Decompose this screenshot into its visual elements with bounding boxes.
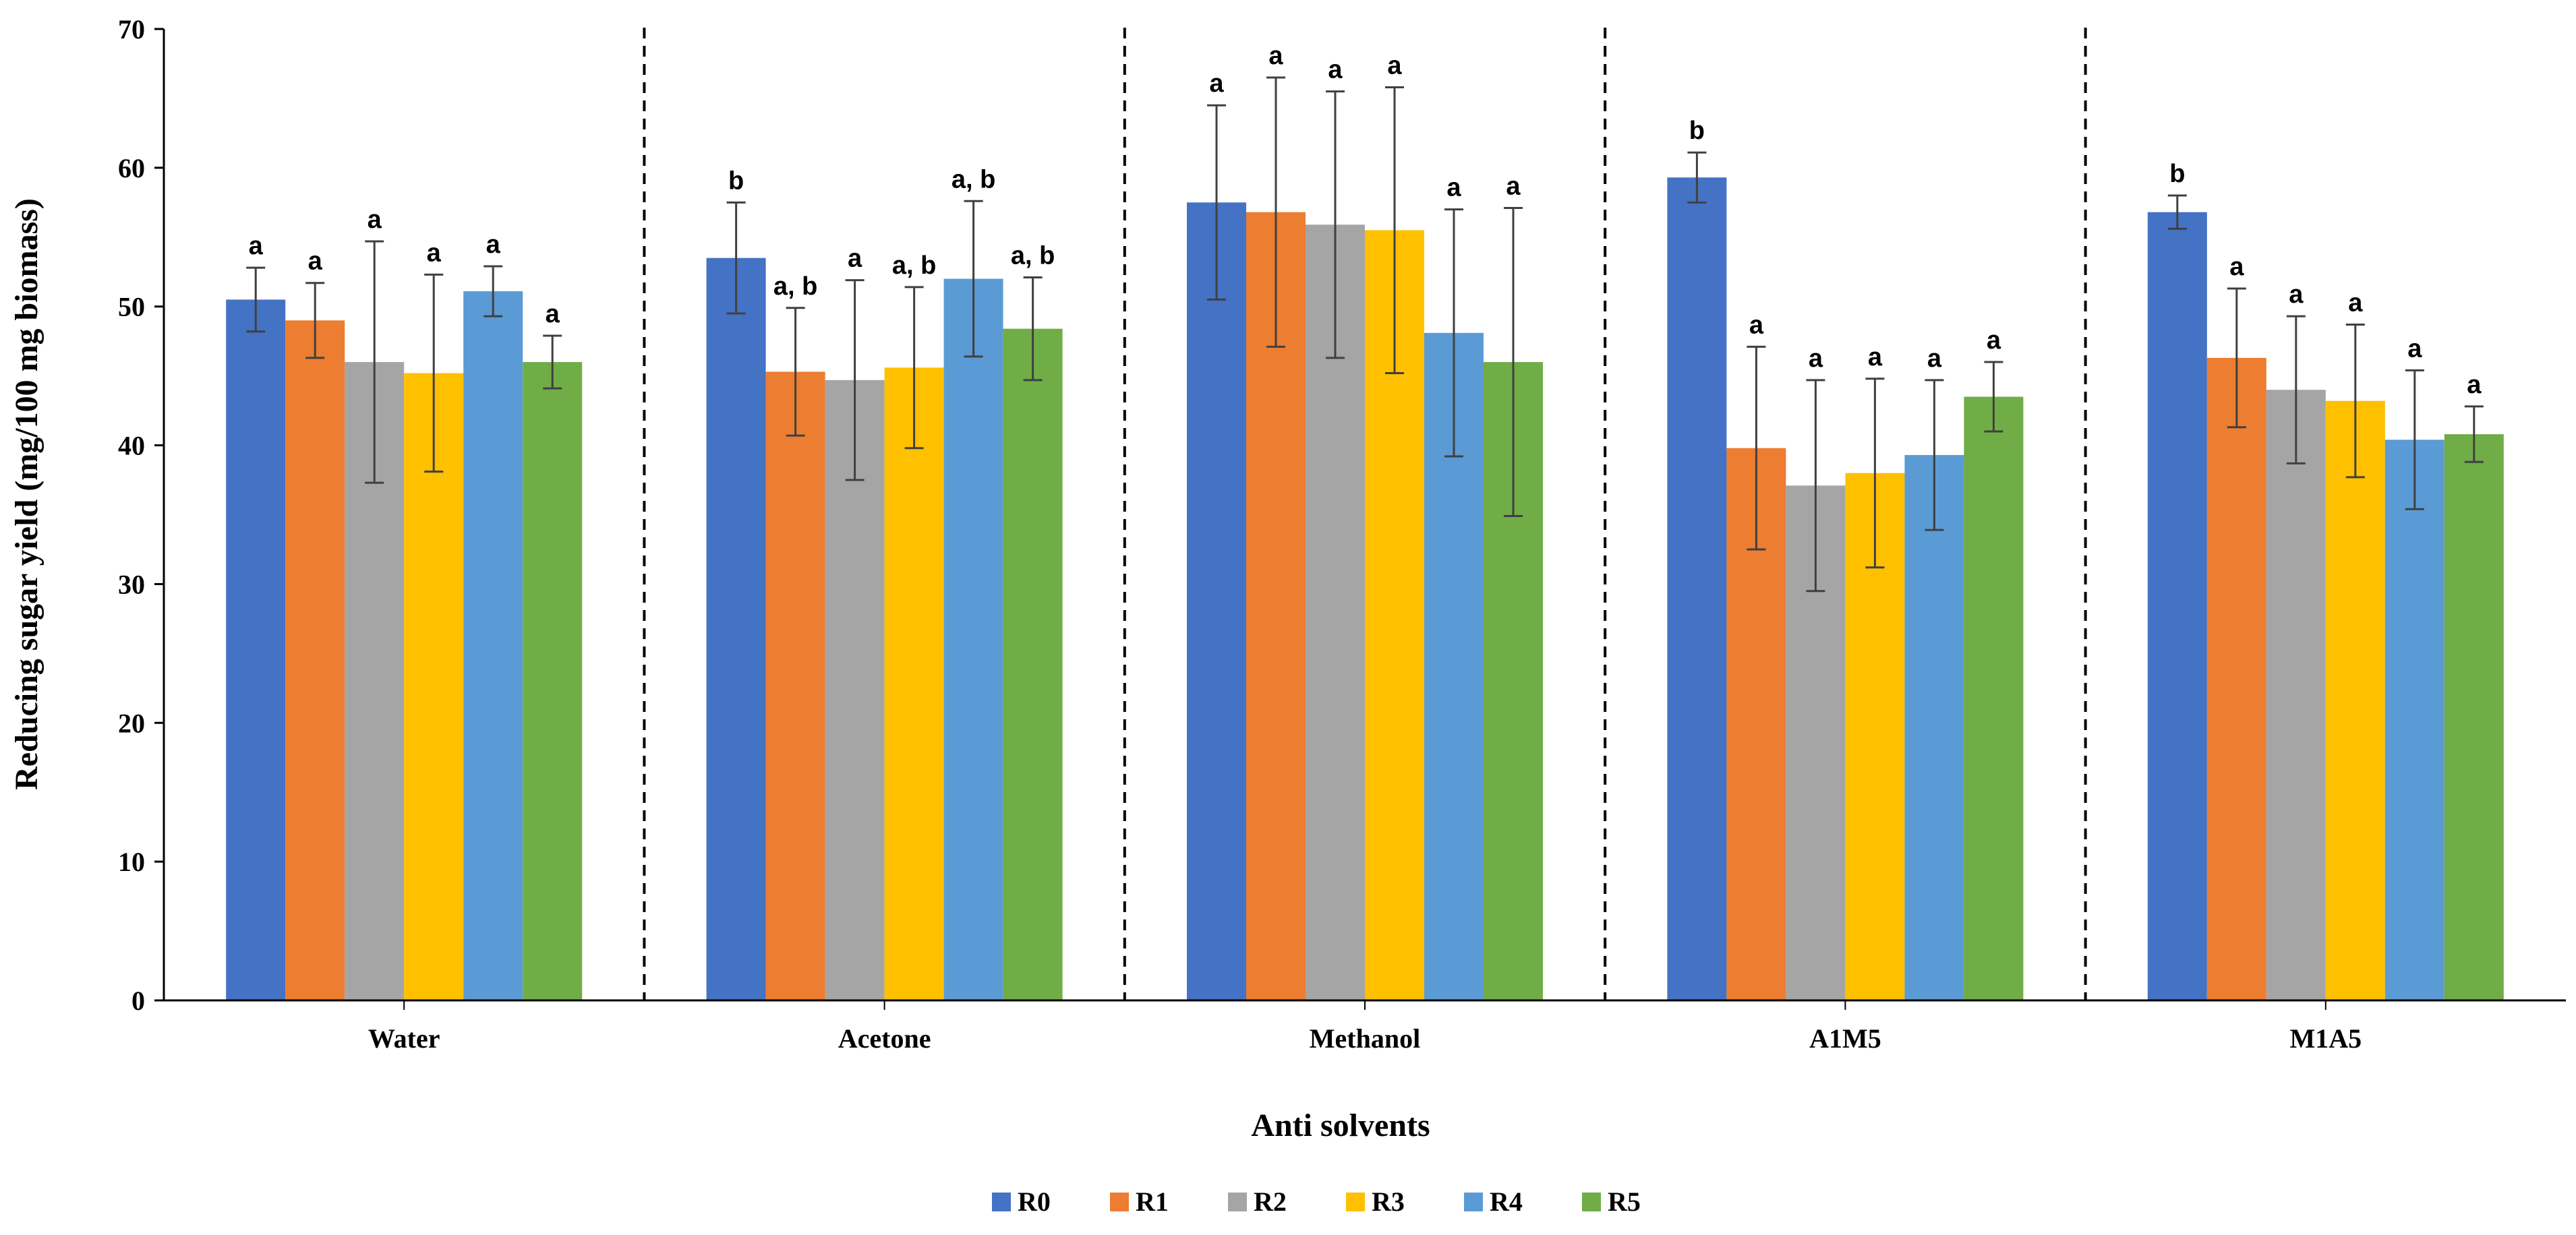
bar-r0-acetone <box>706 258 766 1000</box>
significance-label: a <box>368 206 382 234</box>
significance-label: a <box>2229 253 2244 281</box>
bar-r5-m1a5 <box>2444 434 2504 1000</box>
legend-swatch-r5 <box>1582 1193 1601 1211</box>
significance-label: a <box>2348 289 2363 317</box>
bar-r2-acetone <box>825 380 885 1000</box>
y-tick-label: 0 <box>131 986 145 1016</box>
x-tick-label: M1A5 <box>2289 1023 2362 1054</box>
bar-r4-acetone <box>943 278 1003 1000</box>
bar-r5-water <box>523 362 583 1000</box>
legend-label-r3: R3 <box>1372 1186 1405 1217</box>
significance-label: a <box>1209 69 1224 98</box>
significance-label: a <box>308 247 323 276</box>
significance-label: a <box>1927 344 1942 373</box>
significance-label: a, b <box>952 165 995 193</box>
significance-label: a <box>1387 51 1402 80</box>
y-tick-label: 50 <box>118 292 145 322</box>
bar-r1-water <box>285 320 345 1000</box>
y-tick-label: 20 <box>118 708 145 738</box>
bar-r3-water <box>404 373 464 1000</box>
significance-label: a <box>486 231 501 259</box>
significance-label: a <box>1749 311 1764 339</box>
bar-r4-a1m5 <box>1904 454 1964 1000</box>
significance-label: a <box>848 245 862 273</box>
bar-r0-water <box>226 299 286 1001</box>
significance-label: a <box>1268 42 1283 70</box>
bar-r5-a1m5 <box>1964 396 2024 1000</box>
x-tick-label: Water <box>368 1023 440 1054</box>
significance-label: a <box>1328 56 1343 84</box>
legend-label-r4: R4 <box>1490 1186 1523 1217</box>
y-tick-label: 70 <box>118 14 145 44</box>
significance-label: a <box>249 232 264 260</box>
group-separators <box>643 28 2087 1000</box>
significance-label: a <box>1506 173 1521 201</box>
y-tick-label: 60 <box>118 153 145 183</box>
significance-label: a, b <box>892 251 936 280</box>
legend-label-r1: R1 <box>1136 1186 1169 1217</box>
significance-label: a <box>2407 334 2422 363</box>
significance-label: a <box>546 300 560 328</box>
significance-label: a, b <box>773 272 817 301</box>
significance-label: b <box>2169 160 2185 188</box>
significance-labels: a a a a a a b a, b a a, b a, b a, b a a a a a a b a a a a a b a a a… <box>249 42 2482 399</box>
bar-r5-acetone <box>1003 328 1063 1000</box>
x-tick-label: Methanol <box>1310 1023 1420 1054</box>
legend-swatch-r1 <box>1110 1193 1129 1211</box>
x-tick-label: Acetone <box>838 1023 931 1054</box>
significance-label: a, b <box>1011 241 1055 270</box>
y-tick-label: 10 <box>118 847 145 877</box>
legend-label-r5: R5 <box>1608 1186 1641 1217</box>
bar-r0-methanol <box>1187 202 1246 1001</box>
y-tick-label: 40 <box>118 431 145 461</box>
significance-label: b <box>728 167 744 195</box>
bars <box>226 177 2504 1001</box>
significance-label: a <box>1868 343 1883 371</box>
bar-r3-m1a5 <box>2325 400 2385 1000</box>
legend-swatch-r4 <box>1464 1193 1483 1211</box>
y-tick-label: 30 <box>118 569 145 599</box>
legend-swatch-r0 <box>992 1193 1011 1211</box>
legend: R0 R1 R2 R3 R4 R5 <box>992 1186 1641 1217</box>
significance-label: a <box>1446 174 1461 202</box>
significance-label: a <box>1987 326 2001 355</box>
x-axis-title: Anti solvents <box>1251 1108 1430 1143</box>
y-axis: 0 10 20 30 40 50 60 70 <box>118 14 165 1016</box>
bar-r1-acetone <box>765 371 825 1000</box>
bar-r4-water <box>463 291 523 1000</box>
significance-label: a <box>427 239 442 267</box>
bar-r2-m1a5 <box>2266 390 2326 1000</box>
bar-r1-m1a5 <box>2206 357 2266 1000</box>
y-axis-title: Reducing sugar yield (mg/100 mg biomass) <box>9 198 45 790</box>
significance-label: b <box>1689 117 1705 145</box>
legend-swatch-r3 <box>1346 1193 1365 1211</box>
bar-r3-acetone <box>884 367 944 1000</box>
bar-r0-a1m5 <box>1667 177 1727 1001</box>
bar-r0-m1a5 <box>2147 212 2207 1000</box>
error-bars <box>246 76 2484 593</box>
legend-label-r2: R2 <box>1254 1186 1287 1217</box>
bar-r4-m1a5 <box>2384 440 2445 1000</box>
legend-swatch-r2 <box>1228 1193 1247 1211</box>
significance-label: a <box>2467 371 2482 399</box>
legend-label-r0: R0 <box>1018 1186 1051 1217</box>
significance-label: a <box>1809 344 1823 373</box>
x-tick-label: A1M5 <box>1809 1023 1881 1054</box>
x-axis: Water Acetone Methanol A1M5 M1A5 <box>164 999 2566 1054</box>
significance-label: a <box>2289 280 2304 309</box>
